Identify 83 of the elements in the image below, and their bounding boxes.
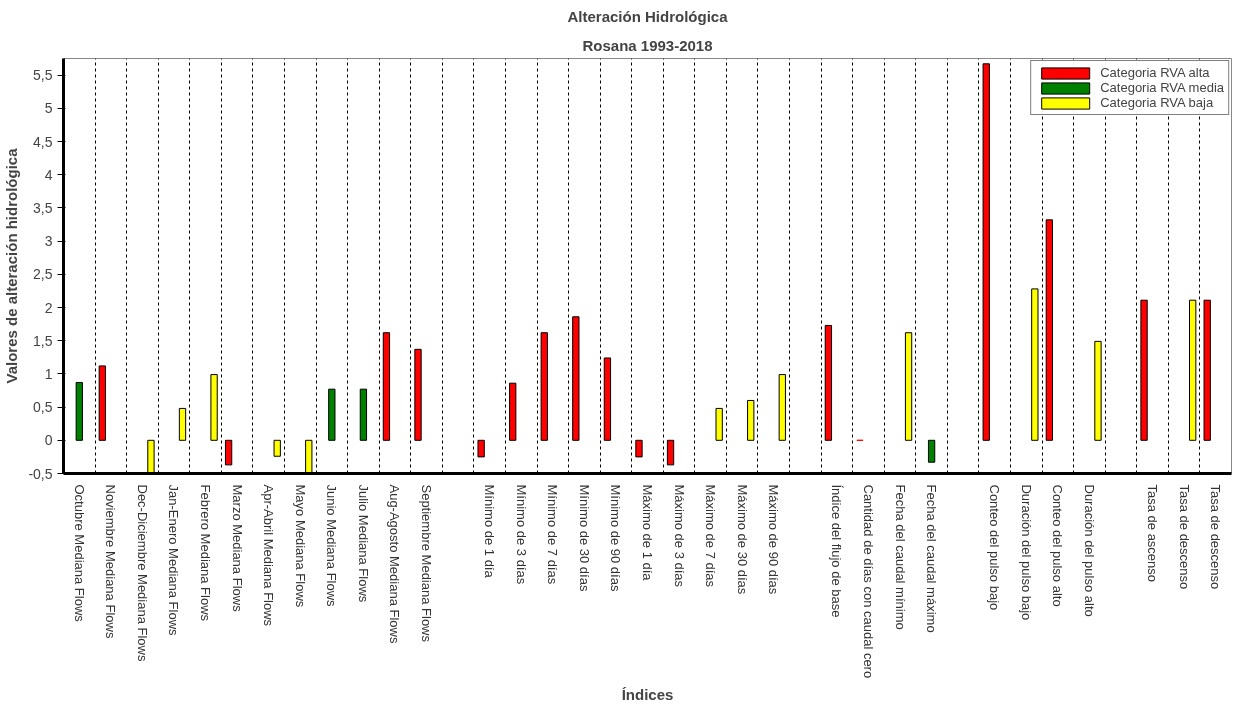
y-tick-label: 4	[44, 166, 53, 183]
x-tick-label: Aug-Agosto Mediana Flows	[387, 484, 403, 644]
x-tick-label: Junio Mediana Flows	[324, 484, 340, 608]
y-tick-label: 0	[44, 432, 53, 449]
bar	[178, 407, 187, 441]
x-tick-label: Mínimo de 30 días	[576, 484, 592, 592]
x-tick-label: Fecha del caudal mínimo	[892, 484, 908, 630]
x-tick-label: Dec-Diciembre Mediana Flows	[134, 484, 150, 662]
bar	[224, 439, 233, 466]
bar	[414, 348, 422, 441]
legend-label: Categoria RVA alta	[1100, 65, 1210, 80]
x-tick-label: Febrero Mediana Flows	[198, 484, 214, 622]
bar	[715, 407, 723, 441]
x-tick-label: Índice del flujo de base	[829, 484, 845, 618]
bar	[927, 439, 936, 463]
x-tick-label: Septiembre Mediana Flows	[419, 484, 435, 643]
y-tick-label: 2,5	[33, 266, 53, 283]
bar	[824, 324, 833, 441]
bar	[666, 439, 675, 466]
y-tick-label: 1,5	[33, 332, 53, 349]
bar	[382, 332, 391, 441]
bar	[1203, 299, 1211, 441]
bar	[1094, 340, 1102, 441]
y-tick-label: 5,5	[33, 67, 53, 84]
x-tick-label: Mínimo de 1 día	[482, 484, 498, 579]
bar	[210, 374, 218, 441]
y-tick-label: 4,5	[33, 133, 53, 150]
x-tick-label: Fecha del caudal máximo	[924, 484, 940, 633]
x-tick-label: Marzo Mediana Flows	[229, 484, 245, 613]
x-tick-label: Máximo de 30 días	[734, 484, 750, 595]
x-tick-label: Octubre Mediana Flows	[71, 484, 87, 623]
bar	[747, 399, 755, 441]
x-tick-label: Máximo de 3 días	[671, 484, 687, 588]
x-tick-label: Conteo del pulso alto	[1050, 484, 1066, 607]
bar	[1140, 299, 1148, 441]
x-tick-label: Conteo del pulso bajo	[987, 484, 1003, 611]
x-tick-label: Máximo de 90 días	[766, 484, 782, 595]
bar	[540, 332, 548, 441]
x-tick-label: Julio Mediana Flows	[355, 484, 371, 603]
y-tick-label: 3	[44, 233, 53, 250]
bar	[1031, 288, 1039, 441]
y-tick-label: 5	[44, 100, 53, 117]
bar	[572, 316, 580, 441]
bar	[982, 63, 990, 441]
x-tick-label: Mínimo de 3 días	[513, 484, 529, 585]
x-tick-label: Tasa de ascenso	[1145, 484, 1161, 583]
bar	[635, 439, 643, 458]
bar	[509, 382, 517, 441]
y-tick-label: 1	[44, 365, 53, 382]
x-tick-label: Duración del pulso alto	[1081, 484, 1097, 617]
x-tick-label: Jan-Enero Mediana Flows	[166, 484, 182, 637]
x-axis-title: Índices	[621, 686, 674, 704]
y-tick-label: 3,5	[33, 199, 53, 216]
legend-label: Categoria RVA media	[1100, 80, 1224, 95]
bar	[359, 388, 368, 441]
bar	[273, 439, 281, 457]
bar	[477, 439, 485, 458]
x-tick-label: Tasa de descenso	[1176, 484, 1192, 590]
bar	[603, 357, 612, 441]
bar	[1045, 219, 1054, 441]
chart-title: Alteración Hidrológica	[567, 7, 729, 25]
x-tick-label: Noviembre Mediana Flows	[103, 484, 119, 639]
x-tick-label: Máximo de 1 día	[640, 484, 655, 582]
x-tick-label: Duración del pulso bajo	[1018, 484, 1034, 621]
bar	[778, 374, 786, 441]
bar	[904, 332, 913, 441]
x-tick-label: Mínimo de 7 días	[545, 484, 561, 585]
x-tick-label: Mayo Mediana Flows	[292, 484, 308, 608]
bar	[1189, 299, 1197, 441]
bar	[75, 382, 83, 441]
x-tick-label: Mínimo de 90 días	[608, 484, 624, 592]
x-tick-label: Apr-Abril Mediana Flows	[261, 484, 277, 627]
x-tick-label: Tasa de descenso	[1208, 484, 1224, 590]
x-tick-label: Cantidad de días con caudal cero	[860, 484, 876, 679]
y-tick-label: -0,5	[28, 465, 53, 482]
bar	[328, 388, 336, 441]
bar	[98, 365, 106, 441]
y-tick-label: 0,5	[33, 399, 53, 416]
y-tick-label: 2	[44, 299, 53, 316]
y-axis-title: Valores de alteración hidrológica	[3, 147, 21, 384]
legend-label: Categoria RVA baja	[1100, 95, 1214, 110]
x-tick-label: Máximo de 7 días	[703, 484, 719, 588]
chart-subtitle: Rosana 1993-2018	[582, 36, 713, 54]
